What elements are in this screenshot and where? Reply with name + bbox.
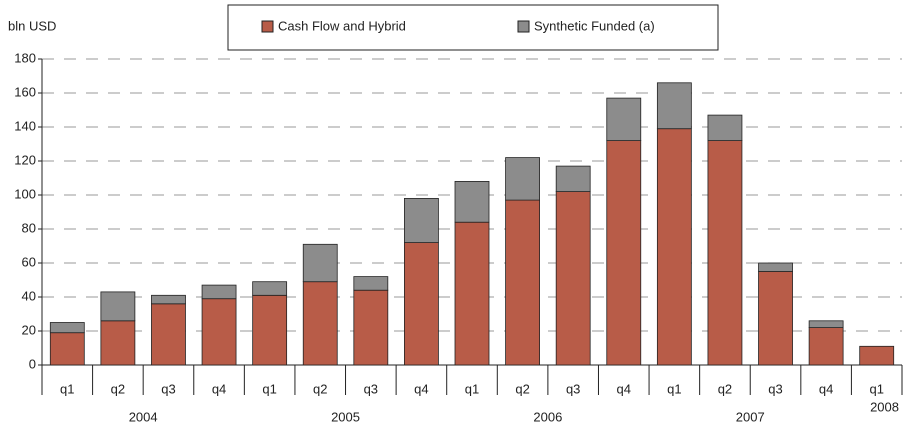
y-tick-label: 0 <box>29 356 36 371</box>
x-tick-label: q4 <box>617 381 631 396</box>
bar-segment <box>758 262 793 272</box>
bar-segment <box>454 221 490 366</box>
x-tick-label: q1 <box>262 381 276 396</box>
y-tick-label: 120 <box>14 152 36 167</box>
bar-segment <box>404 197 439 243</box>
group-label: 2008 <box>870 399 899 414</box>
bar-segment <box>201 298 237 366</box>
bar-segment <box>656 128 692 366</box>
x-tick-label: q2 <box>515 381 529 396</box>
x-tick-label: q3 <box>768 381 782 396</box>
bar-segment <box>808 320 844 328</box>
x-tick-label: q2 <box>718 381 732 396</box>
bar-segment <box>606 97 642 141</box>
bar-segment <box>302 243 338 283</box>
bar-segment <box>606 140 642 366</box>
bar-segment <box>100 320 136 366</box>
group-label: 2005 <box>331 409 360 424</box>
bar-segment <box>201 284 237 300</box>
bar-segment <box>656 82 692 130</box>
x-tick-label: q1 <box>667 381 681 396</box>
y-tick-label: 40 <box>22 288 36 303</box>
bar-segment <box>505 157 540 201</box>
x-tick-label: q1 <box>60 381 74 396</box>
y-tick-label: 60 <box>22 254 36 269</box>
x-tick-label: q4 <box>212 381 226 396</box>
group-label: 2006 <box>533 409 562 424</box>
bar-segment <box>252 281 288 296</box>
bar-segment <box>353 276 389 291</box>
legend-box <box>227 4 719 51</box>
x-tick-label: q2 <box>313 381 327 396</box>
bar-segment <box>302 281 338 366</box>
bar-segment <box>151 303 186 366</box>
legend-swatch <box>261 20 274 33</box>
x-tick-label: q3 <box>161 381 175 396</box>
group-label: 2004 <box>129 409 158 424</box>
legend-label: Cash Flow and Hybrid <box>278 18 406 33</box>
bar-segment <box>555 165 591 193</box>
bar-segment <box>49 332 85 366</box>
x-tick-label: q1 <box>465 381 479 396</box>
y-tick-label: 180 <box>14 50 36 65</box>
legend-label: Synthetic Funded (a) <box>534 18 655 33</box>
bar-segment <box>454 180 490 223</box>
y-tick-label: 80 <box>22 220 36 235</box>
bar-segment <box>353 289 389 366</box>
x-tick-label: q3 <box>364 381 378 396</box>
bar-segment <box>505 199 540 366</box>
legend-swatch <box>517 20 530 33</box>
bar-segment <box>555 191 591 366</box>
x-tick-label: q2 <box>111 381 125 396</box>
bar-segment <box>404 242 439 366</box>
y-tick-label: 140 <box>14 118 36 133</box>
y-tick-label: 100 <box>14 186 36 201</box>
group-label: 2007 <box>736 409 765 424</box>
bar-segment <box>707 140 743 366</box>
bar-segment <box>49 322 85 334</box>
x-tick-label: q1 <box>869 381 883 396</box>
y-axis-label: bln USD <box>8 18 56 33</box>
y-tick-label: 20 <box>22 322 36 337</box>
x-tick-label: q4 <box>414 381 428 396</box>
bar-segment <box>859 345 895 366</box>
x-tick-label: q3 <box>566 381 580 396</box>
y-tick-label: 160 <box>14 84 36 99</box>
bar-segment <box>100 291 136 322</box>
bar-segment <box>707 114 743 141</box>
bar-segment <box>252 294 288 366</box>
bar-segment <box>151 294 186 305</box>
bar-segment <box>808 327 844 366</box>
x-tick-label: q4 <box>819 381 833 396</box>
bar-segment <box>758 271 793 366</box>
